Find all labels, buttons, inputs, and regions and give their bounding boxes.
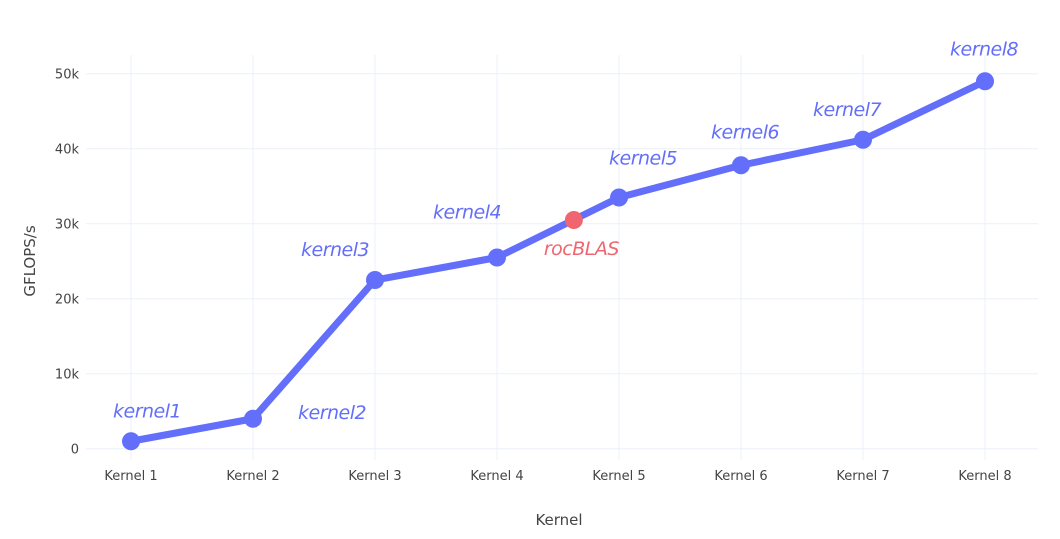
annotation-kernel4: kernel4	[433, 202, 501, 224]
x-tick-label: Kernel 3	[348, 469, 401, 484]
reference-point[interactable]	[564, 211, 583, 229]
x-tick-label: Kernel 1	[104, 469, 157, 484]
data-point-3[interactable]	[366, 271, 384, 289]
data-point-1[interactable]	[122, 432, 140, 451]
data-point-7[interactable]	[854, 130, 872, 149]
annotation-kernel2: kernel2	[298, 402, 366, 424]
x-tick-label: Kernel 5	[592, 469, 645, 484]
y-axis-title: GFLOPS/s	[21, 225, 39, 297]
y-axis-ticks: 0 10k 20k 30k 40k 50k	[55, 67, 80, 457]
x-tick-label: Kernel 8	[958, 469, 1011, 484]
annotation-kernel7: kernel7	[813, 99, 882, 121]
y-tick-label: 20k	[55, 292, 80, 307]
y-tick-label: 50k	[55, 67, 80, 82]
x-tick-label: Kernel 4	[470, 469, 523, 484]
annotation-kernel5: kernel5	[609, 148, 678, 170]
annotation-kernel3: kernel3	[301, 239, 369, 261]
y-tick-label: 30k	[55, 217, 80, 232]
x-tick-label: Kernel 6	[714, 469, 767, 484]
data-point-6[interactable]	[732, 156, 750, 175]
x-axis-ticks: Kernel 1 Kernel 2 Kernel 3 Kernel 4 Kernel 5…	[104, 469, 1011, 484]
reference-label: rocBLAS	[544, 238, 620, 260]
x-axis-title: Kernel	[535, 511, 582, 529]
annotations: rocBLAS kernel1 kernel2 kernel3 kernel4 kerne…	[113, 38, 1019, 424]
annotation-kernel1: kernel1	[113, 400, 181, 422]
data-point-8[interactable]	[976, 72, 994, 91]
y-tick-label: 10k	[55, 367, 80, 382]
grid	[86, 55, 1038, 460]
x-tick-label: Kernel 7	[836, 469, 889, 484]
annotation-kernel8: kernel8	[950, 38, 1019, 60]
x-tick-label: Kernel 2	[226, 469, 279, 484]
data-point-4[interactable]	[488, 248, 506, 267]
series-line	[127, 77, 989, 445]
y-tick-label: 0	[71, 442, 79, 457]
annotation-kernel6: kernel6	[711, 121, 780, 143]
data-point-5[interactable]	[610, 188, 628, 207]
series	[122, 72, 994, 451]
data-point-2[interactable]	[244, 409, 262, 428]
y-tick-label: 40k	[55, 142, 80, 157]
